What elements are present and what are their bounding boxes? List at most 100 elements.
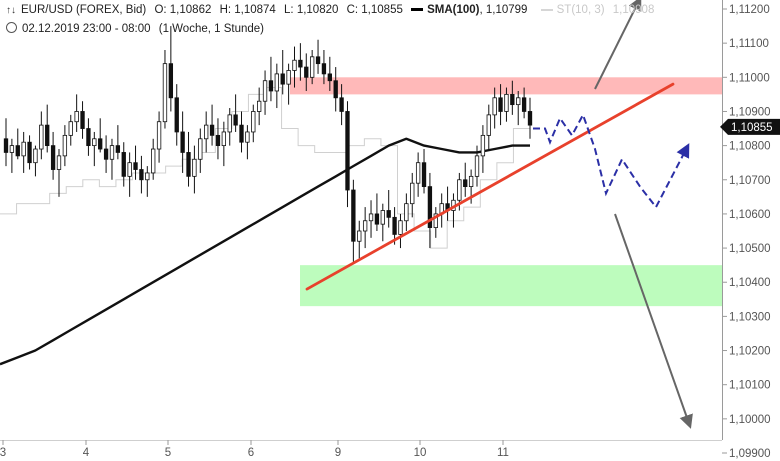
candle [215, 118, 221, 160]
candle [92, 131, 97, 167]
candle [133, 145, 138, 180]
candle [27, 135, 32, 170]
candle-body [527, 111, 533, 126]
current-price-label: 1,10855 [731, 122, 773, 134]
supertrend-line [0, 87, 531, 249]
zones [290, 77, 722, 307]
candle [516, 90, 521, 126]
y-tick-label: 1,11200 [729, 4, 770, 16]
candle [121, 142, 126, 187]
candle [80, 101, 85, 139]
candle-body [9, 145, 15, 153]
candle-body [321, 63, 327, 75]
candle-body [145, 172, 150, 181]
candle [386, 190, 391, 228]
candles [3, 26, 533, 262]
candle [474, 145, 480, 187]
candle-body [151, 148, 156, 174]
x-axis: 3 4 5 6 9 10 11 [0, 440, 722, 459]
candle [498, 84, 503, 126]
candle-body [474, 155, 480, 177]
candle [345, 101, 350, 208]
candle [486, 104, 491, 150]
candle [245, 125, 250, 160]
candle [280, 49, 285, 95]
candle-body [357, 230, 362, 242]
y-tick-label: 1,10400 [729, 277, 771, 289]
y-tick-label: 1,10300 [729, 311, 771, 323]
candle-body [192, 158, 197, 177]
candle-body [15, 145, 20, 157]
candle [521, 87, 527, 119]
st-swatch [540, 8, 553, 11]
candle [292, 46, 297, 88]
candle-body [286, 70, 291, 85]
candle [339, 84, 344, 126]
candle-body [103, 148, 109, 160]
candle [421, 149, 427, 194]
candle [227, 108, 232, 146]
header-line-2: 02.12.2019 23:00 - 08:00 (1 Woche, 1 Stu… [6, 21, 269, 35]
candle [233, 94, 238, 132]
candle-body [86, 128, 91, 147]
candle [298, 43, 303, 81]
candle [198, 128, 203, 173]
candle-body [92, 138, 97, 147]
y-tick-label: 1,10600 [729, 209, 771, 221]
candle [398, 213, 403, 249]
candle-body [39, 124, 44, 150]
symbol-label: EUR/USD (FOREX, Bid) [21, 4, 147, 16]
candle-body [339, 97, 344, 112]
clock-icon [6, 22, 17, 33]
candle [504, 87, 509, 122]
candle [9, 138, 15, 173]
header-line-1: ↑↓ EUR/USD (FOREX, Bid) O: 1,10862 H: 1,1… [6, 4, 664, 16]
candle-body [215, 134, 221, 147]
candle [33, 145, 38, 177]
candle [180, 111, 185, 173]
candle-body [27, 141, 32, 164]
y-tick-label: 1,11000 [729, 72, 770, 84]
candle-body [351, 189, 356, 242]
candle-body [386, 210, 391, 218]
candle [445, 186, 450, 221]
candle [251, 104, 256, 143]
sma-legend[interactable]: SMA(100), 1,10799 [411, 4, 532, 16]
candle [321, 49, 327, 85]
sma-legend-label: SMA(100) [427, 4, 480, 16]
candle-body [139, 169, 144, 181]
candle-body [410, 182, 415, 205]
candle-body [56, 155, 62, 170]
candle-body [186, 152, 191, 177]
candle-body [516, 97, 521, 106]
candle-body [168, 63, 174, 99]
timeframe-label: (1 Woche, 1 Stunde) [158, 23, 264, 35]
candle-body [468, 175, 474, 188]
st-legend[interactable]: ST(10, 3) 1,10908 [540, 4, 660, 16]
y-tick-label: 1,10900 [729, 106, 771, 118]
datetime-label: 02.12.2019 23:00 - 08:00 [22, 23, 151, 35]
candle-body [62, 134, 68, 157]
candle [427, 172, 433, 249]
candle-body [298, 59, 303, 68]
candle-body [156, 121, 162, 150]
candle [156, 111, 162, 163]
candle-body [33, 148, 38, 164]
candle-body [115, 145, 121, 153]
candle [139, 155, 144, 194]
arrow-up [594, 0, 642, 90]
candle-body [404, 203, 409, 222]
resistance-zone [290, 77, 722, 95]
candle-body [198, 138, 203, 160]
candle-body [162, 63, 168, 123]
candle-body [304, 66, 309, 78]
candle [357, 220, 362, 259]
candle [262, 70, 268, 115]
candle-body [392, 216, 397, 235]
candle [109, 138, 115, 180]
candle [492, 87, 497, 129]
y-tick-label: 1,10000 [729, 414, 771, 426]
current-price-box [720, 118, 780, 135]
candle [257, 87, 262, 126]
